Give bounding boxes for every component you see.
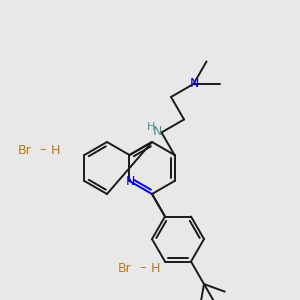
- Text: N: N: [126, 175, 135, 188]
- Text: H: H: [147, 122, 156, 133]
- Text: N: N: [153, 125, 162, 138]
- Text: H: H: [151, 262, 160, 275]
- Text: Br: Br: [18, 143, 32, 157]
- Text: H: H: [51, 143, 60, 157]
- Text: Br: Br: [118, 262, 132, 275]
- Text: –: –: [140, 262, 146, 275]
- Text: –: –: [40, 143, 46, 157]
- Text: N: N: [190, 77, 199, 91]
